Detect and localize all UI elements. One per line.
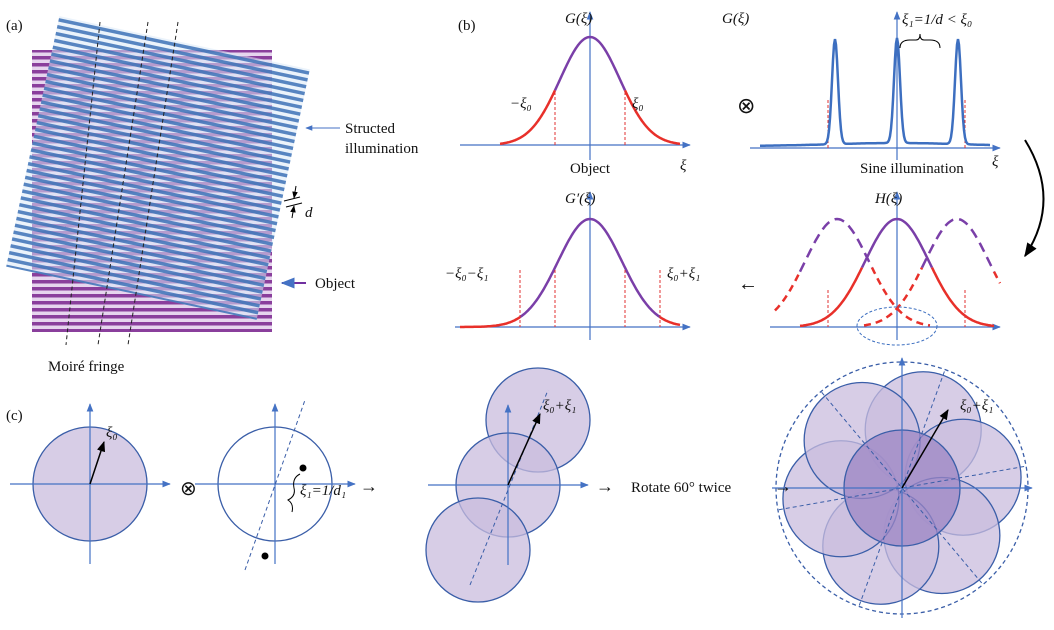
flow-arrow [1024,139,1045,258]
axis-label: ξ [992,154,999,170]
panel-label: (c) [6,408,23,424]
brace [287,473,301,513]
spectrum-curve [774,271,802,312]
axis-label: ξ [680,158,687,174]
plot-title: G′(ξ) [565,191,596,207]
arrow: → [360,476,378,496]
period-marker [283,185,303,219]
illumination-rect [6,16,310,320]
spectrum-curve [760,37,990,147]
radius-label: ξ₀ [106,425,118,441]
extended-label: ξ₀+ξ₁ [543,398,576,414]
plot-title: G(ξ) [565,11,592,27]
arrow: → [596,476,614,496]
spectrum-curve [930,267,995,328]
step-label: Rotate 60° twice [631,480,731,496]
spacing-label: ξ₁=1/d < ξ₀ [902,12,972,28]
spectrum-curve [863,267,924,327]
bound-label: −ξ₀−ξ₁ [445,266,489,282]
spectrum-curve [860,217,934,269]
cutoff-label: ξ₀ [632,96,644,112]
spectrum-curve [659,316,681,327]
bound-label: ξ₀+ξ₁ [667,266,700,282]
spectrum-curve [870,267,931,327]
final-label: ξ₀+ξ₁ [960,398,993,414]
illumination-grating [6,16,310,320]
brace [899,33,941,49]
moire-line [127,21,179,346]
spectrum-curve [499,89,557,146]
plot-caption: Object [570,161,611,177]
frequency-dot [261,552,269,560]
plot-title: G(ξ) [722,11,749,27]
spectrum-curve [799,267,864,328]
arrow: ← [738,273,758,295]
tick [285,202,303,208]
tick [283,196,301,202]
operator: ⊗ [180,478,197,500]
moire-label: Moiré fringe [48,359,125,375]
spectrum-curve [519,217,661,319]
arrow: → [774,476,792,496]
illumination-label: illumination [345,141,419,157]
radius-arrow [507,413,541,486]
spectrum-disk [425,497,531,603]
arrow [290,205,296,219]
panel-label: (b) [458,18,476,34]
spectrum-curve [553,35,627,91]
radius-arrow [89,441,105,485]
spectrum-curve [798,217,874,273]
frequency-dot [299,464,307,472]
moire-line [97,21,149,346]
period-label: d [305,205,313,221]
operator: ⊗ [737,93,755,118]
frequency-label: ξ₁=1/d₁ [300,483,346,499]
highlight-ellipse [856,306,938,346]
arrow [292,185,298,199]
spectrum-curve [460,316,521,329]
plot-caption: Sine illumination [860,161,964,177]
radius-arrow [901,409,949,489]
moire-line [65,21,101,346]
frequency-line [244,399,306,571]
spectrum-curve [992,271,1002,284]
moire-lines [65,21,179,346]
panel-label: (a) [6,18,23,34]
spectrum-curve [623,89,681,146]
plot-title: H(ξ) [874,191,902,207]
object-label: Object [315,276,356,292]
illumination-label: Structed [345,121,395,137]
spectrum-curve [920,217,996,273]
cutoff-label: −ξ₀ [510,96,532,112]
